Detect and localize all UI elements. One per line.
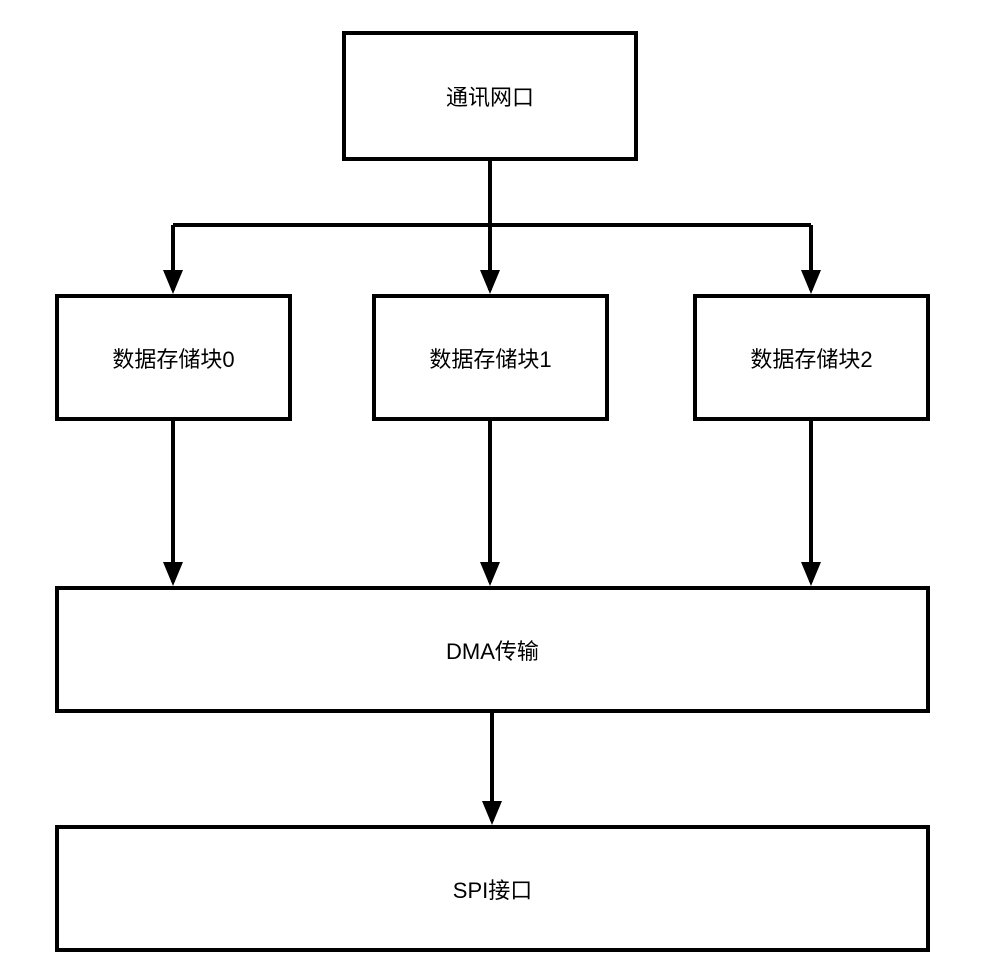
- node-storage-2: 数据存储块2: [693, 294, 930, 421]
- node-label: DMA传输: [446, 634, 539, 666]
- node-dma: DMA传输: [55, 586, 930, 713]
- node-label: 数据存储块1: [429, 342, 551, 374]
- flowchart-diagram: 通讯网口 数据存储块0 数据存储块1 数据存储块2 DMA传输 SPI接口: [0, 0, 1000, 969]
- node-label: 通讯网口: [446, 80, 534, 112]
- node-spi: SPI接口: [55, 825, 930, 952]
- node-label: 数据存储块0: [112, 342, 234, 374]
- node-storage-1: 数据存储块1: [372, 294, 609, 421]
- node-label: 数据存储块2: [750, 342, 872, 374]
- node-storage-0: 数据存储块0: [55, 294, 292, 421]
- node-comm-port: 通讯网口: [342, 31, 638, 161]
- node-label: SPI接口: [453, 873, 532, 905]
